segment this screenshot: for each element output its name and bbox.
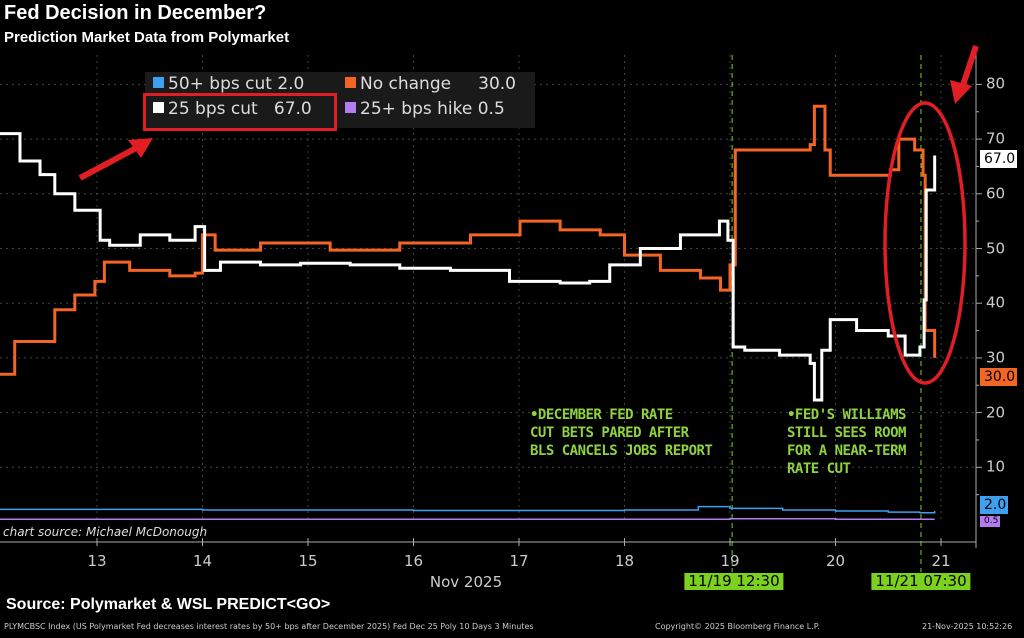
footer-description: PLYMCBSC Index (US Polymarket Fed decrea…: [4, 622, 534, 631]
x-tick-label: 20: [825, 552, 846, 570]
x-tick-label: 14: [192, 552, 213, 570]
y-tick-label: 50: [986, 239, 1006, 257]
x-tick-label: 21: [931, 552, 951, 570]
x-tick-label: 19: [720, 552, 740, 570]
arrow-head-icon: [950, 80, 972, 104]
footer-timestamp: 21-Nov-2025 10:52:26: [922, 622, 1013, 631]
event-label-2: 11/21 07:30: [871, 573, 971, 590]
last-value-no-change: 30.0: [980, 368, 1018, 386]
legend-item-25bps-cut: 25 bps cut 67.0: [153, 99, 312, 119]
legend-swatch: [153, 102, 164, 113]
y-tick-label: 60: [986, 184, 1006, 203]
series-line-25-bps-cut: [0, 132, 937, 402]
x-axis-label: Nov 2025: [429, 573, 503, 591]
legend-swatch: [345, 102, 356, 113]
series-line-50-bps-cut: [0, 505, 936, 514]
arrow-shaft: [78, 143, 142, 181]
chart-credit: chart source: Michael McDonough: [3, 525, 208, 539]
x-tick-label: 18: [614, 552, 635, 570]
annotation-williams: •FED'S WILLIAMS STILL SEES ROOM FOR A NE…: [787, 407, 906, 477]
chart-subtitle: Prediction Market Data from Polymarket: [4, 29, 290, 46]
y-tick-label: 40: [986, 293, 1006, 312]
legend-item-no-change: No change 30.0: [345, 74, 516, 94]
arrow-shaft: [959, 45, 979, 89]
x-tick-label: 15: [298, 552, 318, 570]
legend-item-50bps-cut: 50+ bps cut 2.0: [153, 74, 304, 94]
x-tick-label: 17: [509, 552, 529, 570]
legend-swatch: [153, 77, 164, 88]
legend-swatch: [345, 77, 356, 88]
footer-copyright: Copyright© 2025 Bloomberg Finance L.P.: [655, 622, 820, 631]
source-line: Source: Polymarket & WSL PREDICT<GO>: [6, 596, 331, 613]
legend-item-25bps-hike: 25+ bps hike 0.5: [345, 99, 505, 119]
series-line-25-bps-hike: [0, 517, 935, 521]
arrow-head-icon: [128, 138, 153, 158]
y-tick-label: 80: [986, 74, 1006, 93]
x-tick-label: 16: [403, 552, 424, 570]
x-tick-label: 13: [87, 552, 107, 570]
last-value-25bps-hike: 0.5: [980, 516, 1001, 527]
highlight-box: [143, 93, 337, 131]
last-value-25bps-cut: 67.0: [980, 150, 1018, 168]
highlight-ellipse: [883, 101, 967, 385]
y-tick-label: 30: [986, 348, 1006, 367]
annotation-bls: •DECEMBER FED RATE CUT BETS PARED AFTER …: [530, 407, 713, 459]
y-tick-label: 70: [986, 129, 1006, 148]
series-line-no-change: [0, 104, 937, 376]
last-value-50bps-cut: 2.0: [980, 496, 1009, 514]
y-tick-label: 20: [986, 403, 1006, 422]
y-tick-label: 10: [986, 457, 1006, 476]
chart-title: Fed Decision in December?: [4, 2, 267, 24]
event-label-1: 11/19 12:30: [684, 573, 784, 590]
legend: 50+ bps cut 2.0 No change 30.0 25 bps cu…: [145, 72, 535, 128]
